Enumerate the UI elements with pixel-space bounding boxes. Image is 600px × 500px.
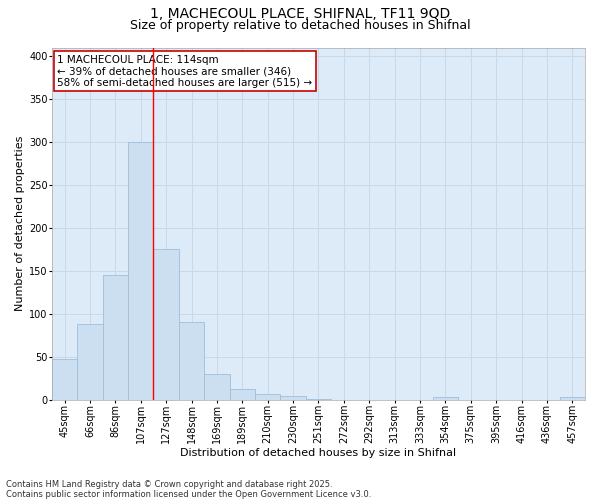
Bar [255, 394, 280, 400]
Bar [230, 388, 255, 400]
Bar [179, 322, 204, 400]
Bar [433, 397, 458, 400]
Bar [52, 360, 77, 400]
Bar [77, 324, 103, 400]
Bar [306, 399, 331, 400]
Bar [280, 396, 306, 400]
Bar [204, 374, 230, 400]
Bar [154, 250, 179, 400]
Y-axis label: Number of detached properties: Number of detached properties [15, 136, 25, 312]
Bar [103, 275, 128, 400]
X-axis label: Distribution of detached houses by size in Shifnal: Distribution of detached houses by size … [181, 448, 457, 458]
Bar [128, 142, 154, 400]
Text: Size of property relative to detached houses in Shifnal: Size of property relative to detached ho… [130, 19, 470, 32]
Bar [560, 397, 585, 400]
Text: Contains HM Land Registry data © Crown copyright and database right 2025.
Contai: Contains HM Land Registry data © Crown c… [6, 480, 371, 499]
Text: 1, MACHECOUL PLACE, SHIFNAL, TF11 9QD: 1, MACHECOUL PLACE, SHIFNAL, TF11 9QD [150, 8, 450, 22]
Text: 1 MACHECOUL PLACE: 114sqm
← 39% of detached houses are smaller (346)
58% of semi: 1 MACHECOUL PLACE: 114sqm ← 39% of detac… [57, 54, 313, 88]
